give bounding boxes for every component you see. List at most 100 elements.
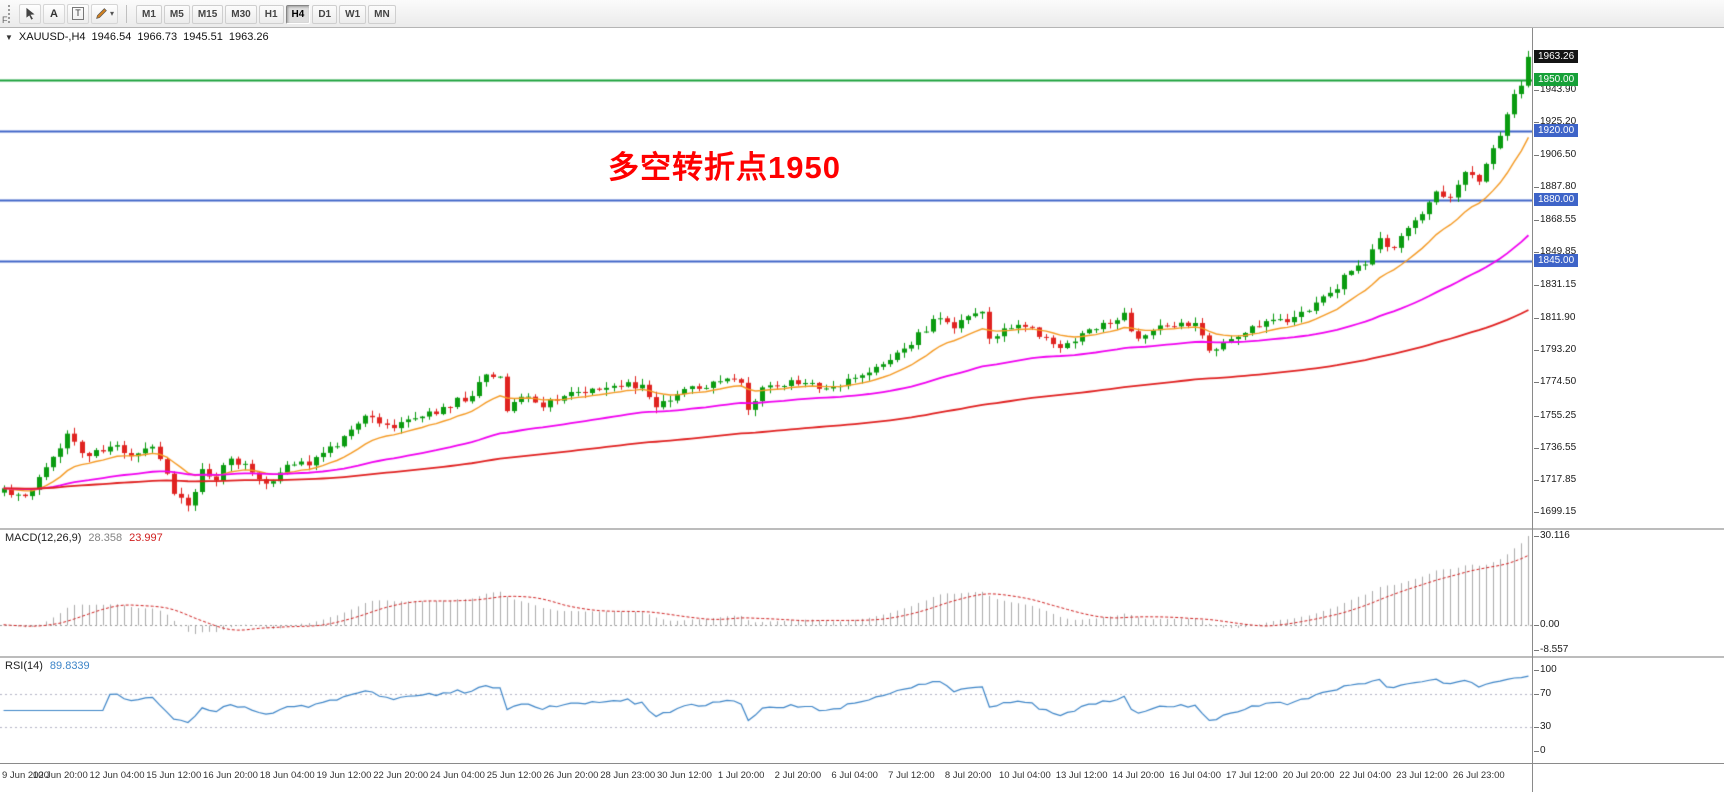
price-tick-label: 1755.25 [1533, 409, 1577, 421]
timeframe-button-group: M1 M5 M15 M30 H1 H4 D1 W1 MN [135, 4, 397, 24]
time-axis-label: 7 Jul 12:00 [888, 770, 935, 781]
time-axis-label: 30 Jun 12:00 [656, 770, 712, 781]
panel-separator [0, 763, 1724, 764]
time-axis-label: 26 Jun 20:00 [543, 770, 599, 781]
macd-signal-value: 23.997 [129, 532, 163, 544]
price-tick-label: 1925.20 [1533, 116, 1577, 128]
main-chart-panel: ▼ XAUUSD-,H4 1946.54 1966.73 1945.51 196… [0, 28, 1724, 528]
chart-annotation-text[interactable]: 多空转折点1950 [608, 150, 841, 185]
current-price-badge: 1963.26 [1534, 49, 1579, 63]
panel-separator[interactable] [0, 656, 1724, 658]
timeframe-button-d1[interactable]: D1 [312, 4, 338, 24]
timeframe-button-m1[interactable]: M1 [136, 4, 162, 24]
price-tick-label: 1774.50 [1533, 376, 1577, 388]
macd-axis[interactable]: 30.116 0.00 -8.557 [1533, 530, 1723, 656]
price-tick-label: 1943.90 [1533, 84, 1577, 96]
toolbar-separator [126, 4, 128, 23]
rsi-axis-label: 100 [1534, 664, 1557, 675]
price-tick-label: 1793.20 [1533, 344, 1577, 356]
macd-axis-label: 0.00 [1533, 618, 1560, 630]
rsi-canvas[interactable] [0, 658, 1532, 763]
time-axis-label: 10 Jul 04:00 [998, 770, 1051, 781]
rsi-axis-label: 0 [1534, 745, 1546, 756]
rsi-axis-label: 70 [1533, 688, 1552, 700]
level-price-badge: 1920.00 [1534, 124, 1579, 138]
rsi-axis-label: 30 [1533, 720, 1552, 732]
time-axis-label: 23 Jul 12:00 [1396, 770, 1448, 781]
text-box-icon[interactable]: T [67, 3, 89, 24]
price-tick-label: 1811.90 [1533, 311, 1576, 323]
text-label-icon[interactable]: A [43, 3, 65, 24]
macd-axis-label: -8.557 [1533, 644, 1569, 655]
time-axis-label: 14 Jul 20:00 [1112, 770, 1165, 781]
time-axis-label: 13 Jul 12:00 [1055, 770, 1108, 781]
rsi-title: RSI(14) [5, 660, 43, 672]
macd-panel: MACD(12,26,9) 28.358 23.997 30.116 0.00 -8… [0, 530, 1724, 656]
price-tick-label: 1717.85 [1533, 473, 1577, 485]
quote-open: 1946.54 [91, 31, 132, 43]
price-tick-label: 1887.80 [1533, 180, 1577, 192]
time-axis-label: 26 Jul 23:00 [1452, 770, 1505, 781]
level-price-badge: 1880.00 [1534, 193, 1579, 207]
level-price-badge: 1950.00 [1534, 72, 1579, 86]
price-chart-canvas[interactable] [0, 28, 1532, 528]
quote-header: ▼ XAUUSD-,H4 1946.54 1966.73 1945.51 196… [5, 31, 269, 43]
time-axis-label: 8 Jul 20:00 [944, 770, 992, 781]
price-tick-label: 1906.50 [1533, 148, 1577, 160]
toolbar: F A T ▾ M1 M5 M15 M30 H1 H4 D1 W1 MN [0, 0, 1724, 28]
collapse-arrow-icon[interactable]: ▼ [5, 32, 13, 42]
time-axis-label: 17 Jul 12:00 [1225, 770, 1278, 781]
time-axis-label: 9 Jun 2020 [2, 770, 50, 781]
timeframe-button-m5[interactable]: M5 [163, 4, 190, 24]
timeframe-button-m30[interactable]: M30 [225, 4, 257, 24]
rsi-axis[interactable]: 100 70 30 0 [1533, 658, 1723, 763]
rsi-value: 89.8339 [49, 660, 90, 672]
time-axis-label: 18 Jun 04:00 [259, 770, 315, 781]
axis-divider-line [1532, 28, 1533, 792]
timeframe-button-w1[interactable]: W1 [339, 4, 367, 24]
time-axis-label: 10 Jun 20:00 [32, 770, 88, 781]
time-axis-label: 16 Jun 20:00 [203, 770, 258, 781]
cursor-arrow-icon [25, 7, 35, 20]
price-axis[interactable]: 1943.90 1925.20 1906.50 1887.80 1868.55 1849.… [1533, 28, 1723, 528]
time-axis-label: 16 Jul 04:00 [1169, 770, 1221, 781]
time-axis-label: 20 Jul 20:00 [1282, 770, 1335, 781]
quote-low: 1945.51 [183, 31, 223, 43]
time-axis-label: 2 Jul 20:00 [774, 770, 822, 781]
pencil-icon[interactable] [95, 7, 108, 20]
time-axis-label: 22 Jun 20:00 [373, 770, 429, 781]
price-tick-label: 1736.55 [1533, 441, 1577, 453]
time-axis-label: 28 Jun 23:00 [600, 770, 656, 781]
timeframe-button-mn[interactable]: MN [368, 4, 396, 24]
time-axis-label: 15 Jun 12:00 [146, 770, 202, 781]
price-tick-label: 1831.15 [1533, 278, 1577, 290]
timeframe-button-h4[interactable]: H4 [285, 4, 311, 24]
time-axis-label: 25 Jun 12:00 [486, 770, 542, 781]
toolbar-grip[interactable] [8, 4, 12, 23]
price-tick-label: 1699.15 [1533, 506, 1577, 518]
time-axis-label: 22 Jul 04:00 [1339, 770, 1392, 781]
time-axis[interactable]: 9 Jun 2020 10 Jun 20:00 12 Jun 04:00 15 Jun… [0, 764, 1532, 792]
time-axis-label: 6 Jul 04:00 [831, 770, 878, 781]
level-price-badge: 1845.00 [1534, 253, 1579, 267]
boxed-t-icon: T [72, 7, 84, 20]
timeframe-button-h1[interactable]: H1 [258, 4, 284, 24]
quote-high: 1966.73 [137, 31, 178, 43]
timeframe-button-m15[interactable]: M15 [191, 4, 224, 24]
time-axis-label: 1 Jul 20:00 [717, 770, 765, 781]
partial-toolbar-label: F [2, 15, 8, 25]
chevron-down-icon[interactable]: ▾ [110, 9, 115, 18]
price-tick-label: 1849.85 [1533, 246, 1577, 258]
quote-symbol: XAUUSD-,H4 [18, 31, 86, 43]
panel-separator[interactable] [0, 528, 1724, 530]
time-axis-label: 12 Jun 04:00 [89, 770, 145, 781]
time-axis-label: 24 Jun 04:00 [430, 770, 485, 781]
draw-tool-button[interactable]: ▾ [91, 3, 119, 24]
macd-canvas[interactable] [0, 530, 1532, 656]
cursor-icon[interactable] [19, 3, 41, 24]
time-axis-label: 19 Jun 12:00 [316, 770, 372, 781]
macd-main-value: 28.358 [88, 532, 123, 544]
price-tick-label: 1868.55 [1533, 214, 1577, 226]
rsi-panel: RSI(14) 89.8339 100 70 30 0 [0, 658, 1724, 763]
